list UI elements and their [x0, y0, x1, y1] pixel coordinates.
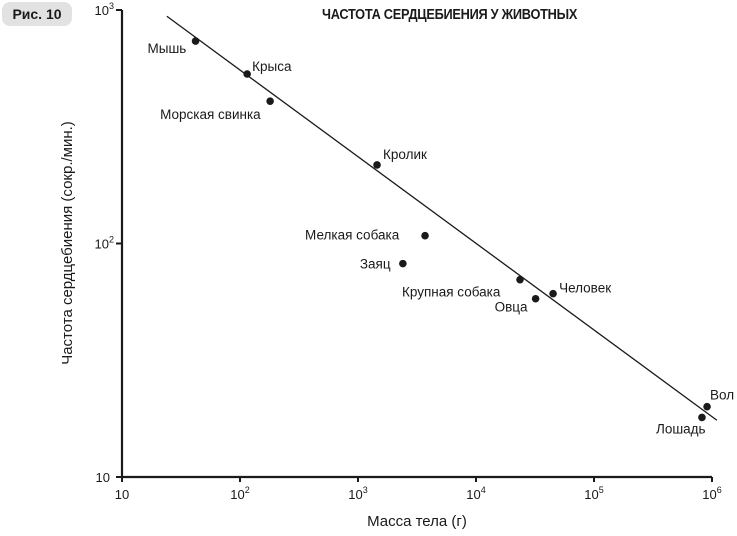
- x-tick-label: 104: [466, 485, 485, 502]
- y-tick-label: 102: [95, 235, 114, 252]
- point-label: Морская свинка: [160, 107, 261, 122]
- data-point: Заяц: [360, 257, 407, 272]
- data-point: Морская свинка: [160, 97, 274, 122]
- y-axis-title: Частота сердцебиения (сокр./мин.): [59, 121, 76, 365]
- data-point: Крупная собака: [402, 275, 524, 300]
- point-marker: [373, 161, 381, 169]
- data-point: Крыса: [243, 59, 292, 78]
- point-marker: [516, 275, 524, 284]
- point-label: Мелкая собака: [305, 228, 400, 243]
- data-point: Мышь: [148, 37, 200, 56]
- data-point: Вол: [703, 388, 734, 411]
- point-label: Крыса: [252, 59, 292, 74]
- x-tick-label: 10: [115, 487, 129, 502]
- axes: 10 102 103 104 105 106 10 102 103: [95, 1, 722, 502]
- point-marker: [531, 294, 540, 303]
- trend-line: [166, 15, 718, 421]
- point-label: Овца: [495, 300, 528, 315]
- point-label: Крупная собака: [402, 285, 501, 300]
- point-marker: [421, 231, 429, 240]
- x-tick-label: 105: [584, 485, 603, 502]
- point-marker: [266, 97, 274, 105]
- x-axis-title: Масса тела (г): [367, 513, 467, 530]
- data-point: Мелкая собака: [305, 228, 429, 243]
- point-marker: [703, 402, 711, 411]
- x-tick-label: 102: [230, 485, 249, 502]
- point-marker: [243, 70, 251, 78]
- point-marker: [191, 37, 200, 45]
- x-tick-label: 103: [348, 485, 367, 502]
- data-point: Кролик: [373, 147, 427, 169]
- data-point: Овца: [495, 294, 540, 315]
- x-tick-label: 106: [702, 485, 721, 502]
- y-tick-label: 10: [96, 470, 110, 485]
- data-point: Человек: [549, 281, 611, 298]
- figure-number-badge: Рис. 10: [2, 2, 72, 26]
- point-label: Лошадь: [656, 421, 706, 436]
- point-label: Мышь: [148, 41, 187, 56]
- point-marker: [549, 289, 557, 298]
- point-marker: [399, 259, 407, 268]
- data-point: Лошадь: [656, 413, 706, 436]
- chart-title: ЧАСТОТА СЕРДЦЕБИЕНИЯ У ЖИВОТНЫХ: [322, 7, 578, 23]
- y-tick-label: 103: [95, 1, 114, 18]
- data-points: Мышь Крыса Морская свинка Кролик Мелкая соба…: [148, 37, 734, 436]
- point-label: Заяц: [360, 257, 391, 272]
- point-marker: [698, 413, 706, 422]
- point-label: Вол: [710, 388, 734, 403]
- point-label: Кролик: [383, 147, 427, 162]
- point-label: Человек: [559, 281, 611, 296]
